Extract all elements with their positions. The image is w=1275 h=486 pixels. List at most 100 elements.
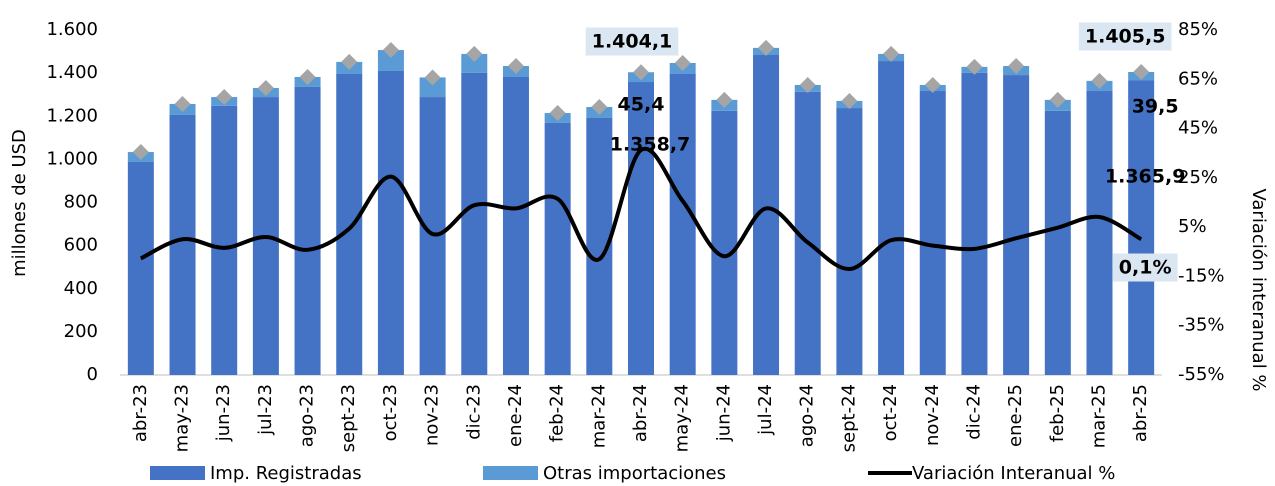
x-tick-label: mar-24 <box>588 384 609 448</box>
value-label: 1.365,9 <box>1105 166 1186 188</box>
bar-segment <box>377 50 404 71</box>
total-marker <box>883 45 900 62</box>
y-tick-label: 400 <box>64 278 98 299</box>
bar-segment <box>294 86 321 376</box>
x-tick-label: jun-23 <box>213 384 234 442</box>
x-tick-label: oct-23 <box>380 384 401 441</box>
total-marker <box>216 89 233 106</box>
total-marker <box>132 144 149 161</box>
x-tick-label: dic-24 <box>963 384 984 440</box>
y-tick-label: 1.600 <box>46 19 98 40</box>
bar-segment <box>461 53 488 73</box>
bar-segment <box>336 73 363 376</box>
bar-segment <box>961 72 988 376</box>
total-marker <box>799 76 816 93</box>
total-marker <box>507 58 524 75</box>
total-marker <box>758 39 775 56</box>
legend-label: Imp. Registradas <box>210 463 362 484</box>
total-marker <box>1133 63 1150 80</box>
x-tick-label: abr-25 <box>1130 384 1151 442</box>
total-marker <box>549 105 566 122</box>
x-tick-label: mar-25 <box>1088 384 1109 448</box>
total-marker <box>674 54 691 71</box>
x-tick-label: ago-24 <box>797 384 818 447</box>
x-tick-label: ago-23 <box>297 384 318 447</box>
y-tick-label: 0 <box>87 364 98 385</box>
x-tick-label: ene-25 <box>1005 384 1026 447</box>
x-tick-label: oct-24 <box>880 384 901 441</box>
bar-segment <box>878 61 905 376</box>
total-marker <box>1049 91 1066 108</box>
value-label: 1.404,1 <box>592 31 673 53</box>
y2-tick-label: 5% <box>1178 216 1207 237</box>
y2-tick-label: 45% <box>1178 118 1218 139</box>
bar-segment <box>1086 91 1113 375</box>
y2-tick-label: -55% <box>1178 364 1225 385</box>
x-tick-label: abr-24 <box>630 384 651 442</box>
value-label: 45,4 <box>618 94 665 116</box>
value-label-box <box>1112 253 1178 282</box>
x-tick-label: jun-24 <box>713 384 734 442</box>
x-tick-label: may-24 <box>672 384 693 452</box>
total-marker <box>716 91 733 108</box>
bar-segment <box>836 108 863 376</box>
line <box>139 146 1143 272</box>
x-tick-label: nov-24 <box>922 384 943 446</box>
x-tick-label: nov-23 <box>422 384 443 446</box>
x-tick-label: ene-24 <box>505 384 526 447</box>
legend-label: Otras importaciones <box>543 463 726 484</box>
x-tick-label: feb-24 <box>547 384 568 442</box>
bar-segment <box>1003 75 1030 376</box>
total-marker <box>633 64 649 81</box>
bar-segment <box>127 161 154 375</box>
y2-tick-label: 25% <box>1178 167 1218 188</box>
y2-tick-label: 85% <box>1178 19 1218 40</box>
y2-axis-label: Variación interanual % <box>1248 188 1269 391</box>
legend-swatch <box>150 466 205 480</box>
bar-segment <box>628 82 654 376</box>
y-tick-label: 1.400 <box>46 62 98 83</box>
bar-segment <box>711 110 738 375</box>
total-marker <box>341 53 358 70</box>
value-label-box <box>585 27 679 56</box>
bar-segment <box>169 114 196 376</box>
bar-segment <box>461 72 488 376</box>
bar-segment <box>919 91 946 375</box>
total-marker <box>299 69 316 86</box>
bar-segment <box>544 122 571 375</box>
value-label: 39,5 <box>1132 96 1179 118</box>
total-marker <box>591 98 608 115</box>
total-marker <box>466 45 483 62</box>
y2-tick-label: 65% <box>1178 68 1218 89</box>
legend-label: Variación Interanual % <box>912 463 1115 484</box>
bar-segment <box>377 70 404 375</box>
legend-swatch <box>483 466 538 480</box>
value-label: 1.358,7 <box>610 134 691 156</box>
y-tick-label: 1.200 <box>46 105 98 126</box>
y-tick-label: 1.000 <box>46 148 98 169</box>
x-tick-label: abr-23 <box>130 384 151 442</box>
x-tick-label: jul-23 <box>255 384 276 436</box>
x-tick-label: may-23 <box>172 384 193 452</box>
bar-segment <box>419 77 446 98</box>
value-label: 0,1% <box>1119 257 1172 279</box>
total-marker <box>841 92 858 109</box>
total-marker <box>424 69 441 86</box>
bar-segment <box>211 105 238 376</box>
x-tick-label: sept-24 <box>838 384 859 452</box>
x-tick-label: feb-25 <box>1047 384 1068 442</box>
y-tick-label: 600 <box>64 235 98 256</box>
x-tick-label: jul-24 <box>755 384 776 436</box>
total-marker <box>966 58 983 75</box>
value-label-box <box>1078 22 1172 51</box>
y2-tick-label: -15% <box>1178 265 1225 286</box>
bar-segment <box>1128 80 1155 375</box>
total-marker <box>382 42 399 59</box>
bar-segment <box>1044 110 1071 375</box>
x-tick-label: sept-23 <box>338 384 359 452</box>
bar-segment <box>502 77 529 375</box>
bar-segment <box>669 73 696 376</box>
y2-tick-label: -35% <box>1178 315 1225 336</box>
x-tick-label: dic-23 <box>463 384 484 440</box>
